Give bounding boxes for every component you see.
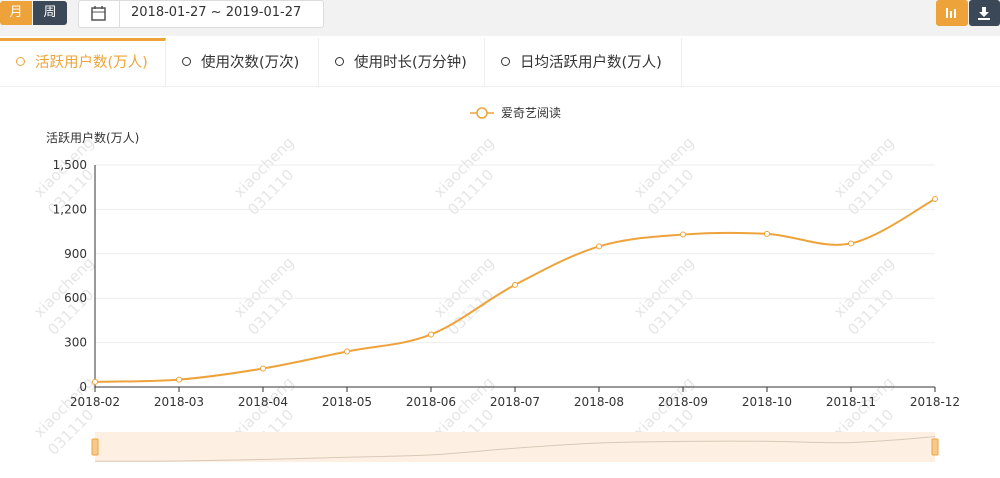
- point: [932, 196, 938, 203]
- y-tick-label: 900: [64, 247, 87, 261]
- zoom-handle[interactable]: [931, 438, 939, 456]
- point: [680, 231, 686, 238]
- y-tick-label: 1,500: [53, 158, 87, 172]
- x-tick-label: 2018-02: [70, 395, 120, 409]
- tab-bar: 活跃用户数(万人) 使用次数(万次) 使用时长(万分钟) 日均活跃用户数(万人): [0, 38, 1000, 87]
- x-tick-label: 2018-06: [406, 395, 456, 409]
- x-tick-label: 2018-10: [742, 395, 792, 409]
- y-tick-label: 0: [79, 380, 87, 394]
- tab[interactable]: 活跃用户数(万人): [0, 38, 166, 86]
- x-tick-label: 2018-12: [910, 395, 960, 409]
- toolbar: 月 周 2018-01-27 ~ 2019-01-27: [0, 0, 1000, 36]
- point: [344, 348, 350, 355]
- x-tick-label: 2018-09: [658, 395, 708, 409]
- tab[interactable]: 使用次数(万次): [166, 38, 319, 86]
- action-buttons[interactable]: [936, 0, 1000, 26]
- tab-label: 日均活跃用户数(万人): [520, 55, 662, 71]
- y-tick-label: 300: [64, 336, 87, 350]
- tab[interactable]: 使用时长(万分钟): [319, 38, 485, 86]
- zoom-handle[interactable]: [91, 438, 99, 456]
- week-button[interactable]: 周: [33, 1, 67, 25]
- y-axis-label: 活跃用户数(万人): [46, 130, 139, 145]
- point: [260, 365, 266, 372]
- legend-label: 爱奇艺阅读: [501, 106, 561, 120]
- point: [176, 376, 182, 383]
- x-tick-label: 2018-07: [490, 395, 540, 409]
- point: [428, 331, 434, 338]
- zoom-area: [95, 432, 935, 462]
- legend-marker: [476, 107, 488, 119]
- month-button[interactable]: 月: [0, 1, 32, 25]
- point: [764, 230, 770, 237]
- x-tick-label: 2018-03: [154, 395, 204, 409]
- x-tick-label: 2018-11: [826, 395, 876, 409]
- x-tick-label: 2018-05: [322, 395, 372, 409]
- point: [848, 240, 854, 247]
- date-range: 2018-01-27 ~ 2019-01-27: [131, 5, 302, 20]
- point: [512, 281, 518, 288]
- point: [92, 378, 98, 385]
- tab[interactable]: 日均活跃用户数(万人): [485, 38, 682, 86]
- y-tick-label: 600: [64, 291, 87, 305]
- line: [94, 198, 936, 383]
- tab-label: 使用时长(万分钟): [354, 55, 467, 71]
- calendar-icon: [91, 1, 120, 27]
- tab-label: 活跃用户数(万人): [35, 55, 148, 71]
- y-tick-label: 1,200: [53, 202, 87, 216]
- tab-label: 使用次数(万次): [201, 55, 300, 71]
- date-picker[interactable]: 2018-01-27 ~ 2019-01-27: [78, 0, 324, 28]
- x-tick-label: 2018-04: [238, 395, 288, 409]
- x-tick-label: 2018-08: [574, 395, 624, 409]
- zoom-line: [94, 436, 936, 462]
- point: [596, 243, 602, 250]
